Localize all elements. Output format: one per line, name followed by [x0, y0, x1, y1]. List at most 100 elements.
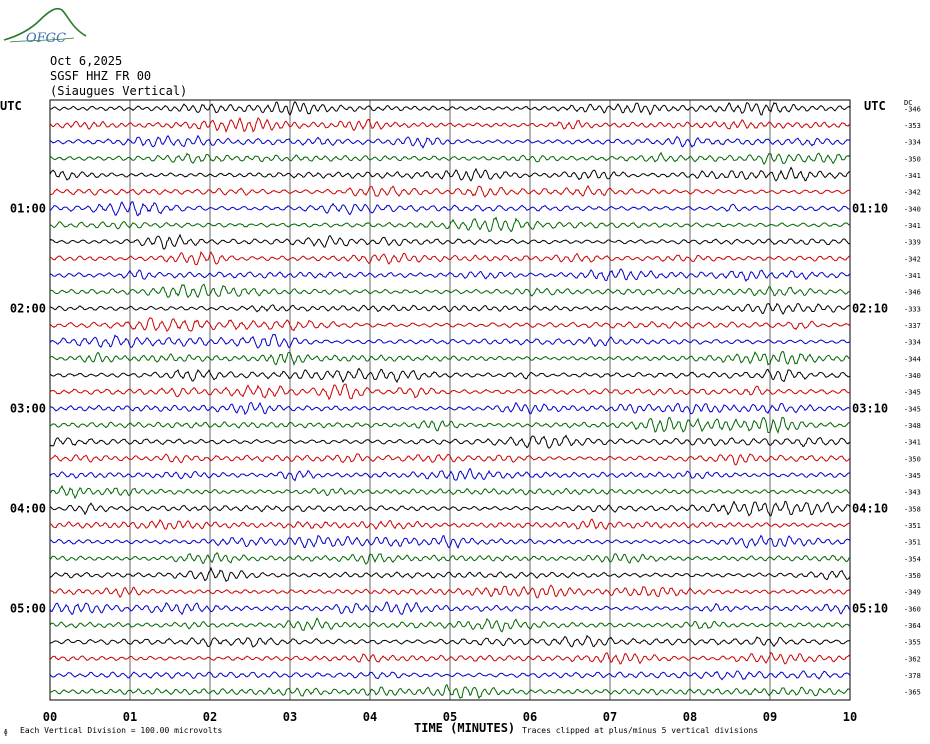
seismic-traces [49, 101, 851, 700]
right-time-label: 05:10 [852, 601, 888, 615]
dc-offset-label: -364 [904, 622, 921, 630]
trace-row-11 [49, 283, 851, 299]
x-tick-label: 05 [443, 710, 457, 724]
x-tick-label: 03 [283, 710, 297, 724]
dc-offset-label: -346 [904, 105, 921, 113]
dc-offset-label: -358 [904, 505, 921, 513]
dc-offset-label: -360 [904, 605, 921, 613]
left-time-label: 03:00 [10, 401, 46, 415]
left-time-label: 04:00 [10, 501, 46, 515]
x-tick-label: 07 [603, 710, 617, 724]
dc-offset-label: -351 [904, 522, 921, 530]
left-time-labels: 01:00 02:00 03:00 04:00 05:00 [10, 201, 46, 615]
trace-row-28 [49, 566, 851, 583]
dc-offset-label: -341 [904, 439, 921, 447]
trace-row-25 [49, 518, 851, 531]
dc-offset-label: -354 [904, 555, 921, 563]
dc-offset-label: -345 [904, 405, 921, 413]
dc-offset-label: -334 [904, 339, 921, 347]
trace-row-22 [49, 467, 851, 482]
trace-row-17 [49, 383, 851, 401]
trace-row-21 [49, 453, 851, 466]
dc-offset-label: -337 [904, 322, 921, 330]
trace-row-8 [49, 233, 851, 250]
left-time-label: 01:00 [10, 201, 46, 215]
dc-offset-label: -345 [904, 472, 921, 480]
x-tick-label: 10 [843, 710, 857, 724]
dc-offset-label: -350 [904, 155, 921, 163]
record-date: Oct 6,2025 [50, 54, 122, 68]
right-time-label: 02:10 [852, 301, 888, 315]
x-tick-label: 00 [43, 710, 57, 724]
left-time-label: 02:00 [10, 301, 46, 315]
dc-offset-label: -362 [904, 655, 921, 663]
trace-row-13 [49, 316, 851, 333]
trace-row-7 [49, 216, 851, 233]
dc-offset-label: -340 [904, 205, 921, 213]
trace-row-12 [49, 302, 851, 315]
left-time-label: 05:00 [10, 601, 46, 615]
x-axis-title: TIME (MINUTES) [414, 721, 515, 735]
trace-row-3 [49, 151, 851, 165]
division-note: Each Vertical Division = 100.00 microvol… [20, 726, 222, 735]
ofgc-logo: OFGC [3, 7, 87, 46]
x-tick-label: 06 [523, 710, 537, 724]
right-utc-label: UTC [864, 99, 886, 113]
dc-offset-label: -343 [904, 489, 921, 497]
trace-row-0 [49, 101, 851, 116]
dc-label: DC [904, 99, 912, 107]
dc-offset-label: -350 [904, 572, 921, 580]
x-tick-labels: 00 01 02 03 04 05 06 07 08 09 10 [43, 710, 857, 724]
dc-offset-label: -349 [904, 589, 921, 597]
dc-offset-label: -345 [904, 389, 921, 397]
dc-offset-label: -353 [904, 122, 921, 130]
trace-row-24 [49, 500, 851, 517]
x-tick-label: 08 [683, 710, 697, 724]
dc-offset-label: -341 [904, 272, 921, 280]
right-time-label: 04:10 [852, 501, 888, 515]
dc-offset-label: -339 [904, 239, 921, 247]
x-tick-label: 02 [203, 710, 217, 724]
right-time-labels: 01:10 02:10 03:10 04:10 05:10 [852, 201, 888, 615]
trace-row-20 [49, 434, 851, 449]
trace-row-26 [49, 534, 851, 550]
trace-row-10 [49, 268, 851, 283]
dc-offset-label: -340 [904, 372, 921, 380]
dc-offset-label: -342 [904, 255, 921, 263]
x-tick-label: 01 [123, 710, 137, 724]
trace-row-6 [49, 201, 851, 217]
trace-row-1 [49, 116, 851, 134]
trace-row-35 [49, 684, 851, 700]
dc-offset-label: -365 [904, 689, 921, 697]
station-code: SGSF HHZ FR 00 [50, 69, 151, 83]
minute-gridlines [129, 100, 771, 700]
trace-row-5 [49, 184, 851, 198]
dc-offset-label: -342 [904, 189, 921, 197]
left-utc-label: UTC [0, 99, 22, 113]
dc-offset-label: -351 [904, 539, 921, 547]
trace-row-19 [49, 416, 851, 434]
trace-row-27 [49, 552, 851, 565]
trace-row-23 [49, 484, 851, 500]
dc-offset-label: -346 [904, 289, 921, 297]
dc-offset-label: -344 [904, 355, 921, 363]
trace-row-14 [49, 333, 851, 349]
dc-offset-label: -341 [904, 222, 921, 230]
logo-text: OFGC [26, 31, 66, 46]
trace-row-2 [49, 134, 851, 149]
dc-offset-label: -333 [904, 305, 921, 313]
dc-offset-label: -341 [904, 172, 921, 180]
trace-row-4 [49, 166, 851, 182]
trace-row-30 [49, 601, 851, 616]
corner-mark: ɸ [4, 729, 8, 736]
x-tick-label: 04 [363, 710, 377, 724]
dc-offset-label: -350 [904, 455, 921, 463]
trace-row-16 [49, 367, 851, 384]
dc-offset-label: -334 [904, 139, 921, 147]
trace-row-31 [49, 617, 851, 633]
trace-row-33 [49, 651, 851, 665]
trace-row-18 [49, 401, 851, 416]
dc-offset-labels: -346 -353 -334 -350 -341 -342 -340 -341 -339 -342… [904, 105, 921, 696]
dc-offset-label: -378 [904, 672, 921, 680]
